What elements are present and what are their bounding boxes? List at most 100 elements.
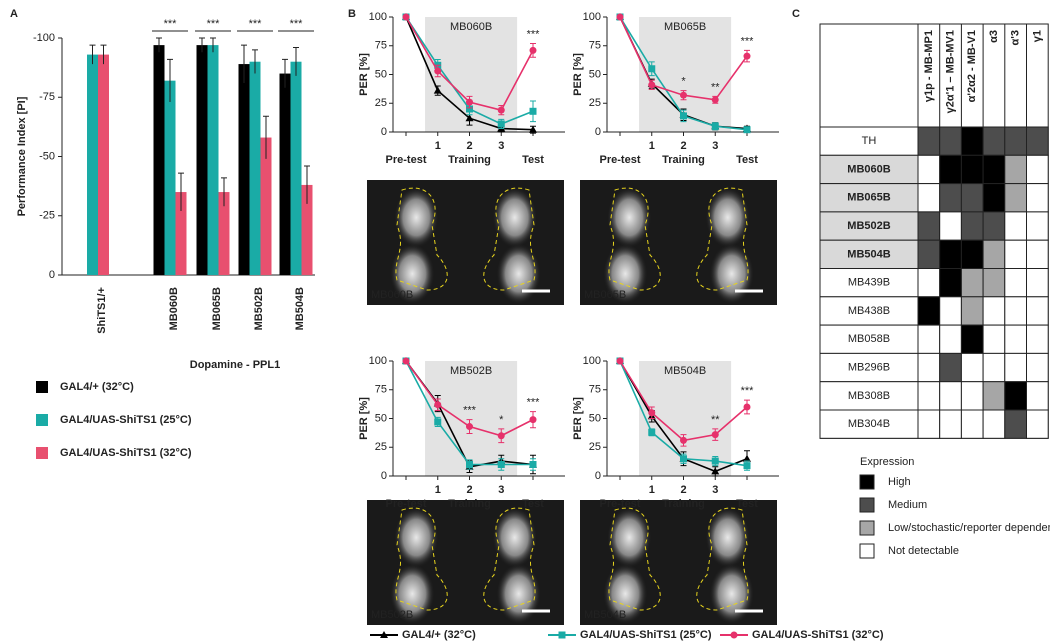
marker bbox=[558, 631, 566, 639]
marker bbox=[680, 91, 687, 99]
lobe-signal bbox=[705, 187, 750, 248]
marker bbox=[648, 428, 656, 436]
bar bbox=[196, 45, 208, 275]
expression-cell bbox=[960, 409, 984, 439]
significance: *** bbox=[741, 385, 755, 397]
expression-cell bbox=[917, 183, 941, 213]
expression-cell bbox=[982, 154, 1006, 185]
significance: *** bbox=[527, 397, 541, 409]
lobe-outline bbox=[608, 507, 661, 611]
y-tick-label: 25 bbox=[375, 441, 387, 453]
row-label: MB058B bbox=[848, 333, 890, 345]
x-tick-label: 2 bbox=[680, 140, 686, 152]
x-tick-label: 3 bbox=[498, 140, 504, 152]
expression-cell bbox=[960, 239, 984, 269]
marker bbox=[730, 631, 738, 639]
row-label: MB438B bbox=[848, 305, 890, 317]
y-tick-label: 75 bbox=[589, 384, 601, 396]
lobe-outline bbox=[696, 507, 749, 611]
error-bar bbox=[293, 46, 299, 76]
expression-cell bbox=[1004, 268, 1027, 298]
marker bbox=[466, 98, 473, 106]
bar bbox=[164, 80, 176, 275]
expression-cell bbox=[982, 352, 1006, 383]
expression-cell bbox=[917, 268, 941, 298]
y-tick-label: 50 bbox=[375, 412, 387, 424]
expression-cell bbox=[960, 268, 984, 298]
expression-cell bbox=[939, 352, 962, 383]
column-header: α'3 bbox=[1010, 30, 1022, 46]
x-tick-label: MB504B bbox=[294, 287, 306, 330]
x-tick-label: Pre-test bbox=[600, 154, 641, 166]
marker bbox=[497, 106, 505, 114]
row-label: MB504B bbox=[847, 248, 890, 260]
expression-cell bbox=[1004, 296, 1027, 326]
column-header: α'2α2 - MB-V1 bbox=[966, 30, 978, 102]
expression-cell bbox=[982, 268, 1006, 298]
lobe-signal bbox=[496, 243, 541, 304]
error-bar bbox=[241, 44, 247, 84]
row-label-cell bbox=[819, 381, 919, 411]
row-label: MB439B bbox=[848, 277, 890, 289]
image-label: MB065B bbox=[584, 289, 626, 301]
x-tick-label: 2 bbox=[680, 484, 686, 496]
x-tick-label: 1 bbox=[649, 140, 655, 152]
y-tick-label: -25 bbox=[39, 210, 55, 222]
significance: *** bbox=[164, 18, 178, 30]
y-tick-label: 0 bbox=[381, 126, 387, 138]
expression-cell bbox=[917, 324, 941, 354]
legend-swatch bbox=[36, 447, 48, 459]
bar bbox=[87, 54, 98, 276]
lobe-signal bbox=[492, 507, 537, 568]
legend-label: GAL4/UAS-ShiTS1 (25°C) bbox=[580, 629, 712, 641]
expression-cell bbox=[1026, 154, 1049, 185]
significance: * bbox=[681, 76, 686, 88]
x-tick-label: MB502B bbox=[253, 287, 265, 330]
expression-cell bbox=[982, 239, 1006, 269]
lobe-outline bbox=[483, 187, 536, 291]
y-tick-label: 0 bbox=[49, 269, 55, 281]
expression-cell bbox=[939, 409, 962, 439]
y-tick-label: 75 bbox=[589, 40, 601, 52]
panel-label: A bbox=[10, 8, 18, 20]
expression-cell bbox=[960, 324, 984, 354]
chart-title: MB502B bbox=[450, 365, 492, 377]
marker bbox=[616, 357, 624, 365]
legend-label: Medium bbox=[888, 499, 927, 511]
row-label-cell bbox=[819, 239, 919, 269]
y-tick-label: -100 bbox=[33, 32, 55, 44]
expression-cell bbox=[960, 183, 984, 213]
x-tick-label: Pre-test bbox=[600, 498, 641, 510]
y-tick-label: 100 bbox=[583, 11, 601, 23]
bar bbox=[301, 184, 313, 275]
expression-cell bbox=[960, 211, 984, 241]
expression-cell bbox=[1026, 409, 1049, 439]
error-bar bbox=[156, 37, 162, 53]
marker bbox=[433, 86, 442, 94]
y-axis-label: Performance Index [PI] bbox=[16, 96, 28, 216]
expression-cell bbox=[939, 381, 962, 411]
significance: *** bbox=[527, 28, 541, 40]
column-header: γ2α'1 – MB-MV1 bbox=[944, 30, 956, 113]
legend-swatch bbox=[36, 414, 48, 426]
error-bar bbox=[304, 165, 310, 204]
lobe-outline bbox=[696, 187, 749, 291]
expression-cell bbox=[1026, 352, 1049, 383]
expression-cell bbox=[982, 381, 1006, 411]
expression-cell bbox=[917, 296, 941, 326]
expression-cell bbox=[982, 211, 1006, 241]
x-tick-label: 1 bbox=[435, 140, 441, 152]
marker bbox=[648, 65, 656, 73]
expression-cell bbox=[960, 381, 984, 411]
expression-cell bbox=[1026, 183, 1049, 213]
expression-cell bbox=[939, 126, 962, 156]
expression-cell bbox=[917, 126, 941, 156]
legend-label: GAL4/+ (32°C) bbox=[60, 381, 134, 393]
marker bbox=[529, 46, 537, 54]
row-label: MB304B bbox=[848, 418, 890, 430]
lobe-outline bbox=[608, 187, 661, 291]
legend-label: GAL4/UAS-ShiTS1 (32°C) bbox=[752, 629, 884, 641]
marker bbox=[529, 416, 537, 424]
lobe-outline bbox=[483, 507, 536, 611]
row-label-cell bbox=[819, 324, 919, 354]
